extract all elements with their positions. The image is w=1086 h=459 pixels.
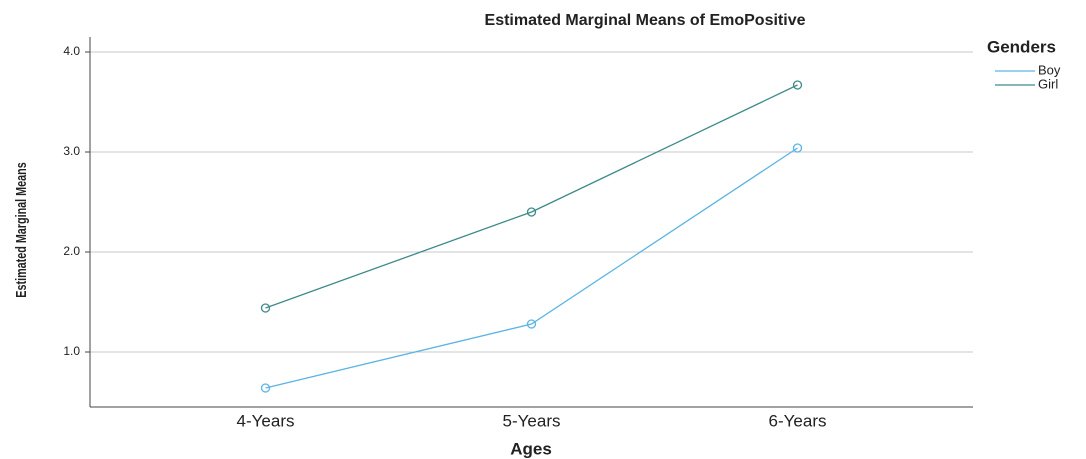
data-point	[792, 80, 803, 90]
y-tick-label: 4.0	[63, 44, 80, 58]
data-point	[792, 143, 803, 153]
legend-title: Genders	[987, 37, 1056, 56]
x-tick-label: 6-Years	[769, 411, 827, 430]
y-tick-label: 3.0	[63, 144, 80, 158]
data-point	[260, 383, 271, 393]
data-point	[526, 319, 537, 329]
data-point	[260, 303, 271, 313]
legend-label: Boy	[1038, 62, 1061, 77]
y-tick-label: 1.0	[63, 344, 80, 358]
legend-label: Girl	[1038, 76, 1058, 91]
data-point	[526, 207, 537, 217]
x-axis-title: Ages	[510, 439, 552, 458]
series-line	[265, 147, 798, 389]
y-axis-title: Estimated Marginal Means	[12, 162, 29, 297]
x-tick-label: 4-Years	[237, 411, 295, 430]
x-tick-label: 5-Years	[503, 411, 561, 430]
y-tick-label: 2.0	[63, 244, 80, 258]
chart-title: Estimated Marginal Means of EmoPositive	[485, 12, 806, 29]
series-line	[265, 84, 798, 309]
